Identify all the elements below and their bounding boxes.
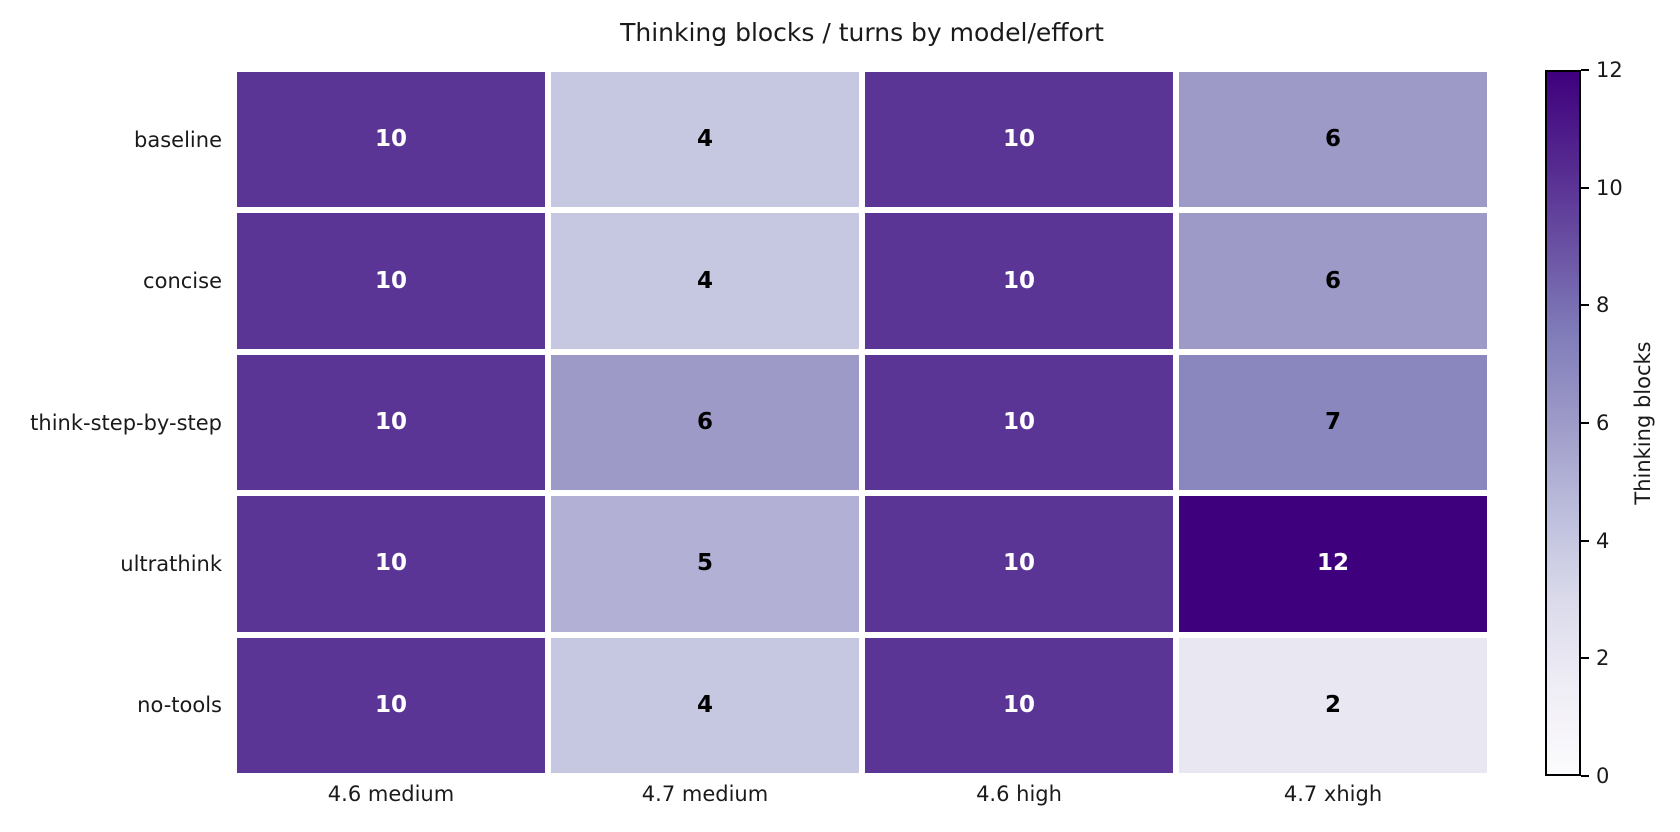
colorbar-tick-8 bbox=[1581, 304, 1589, 307]
x-tick-label-4.7 xhigh: 4.7 xhigh bbox=[1283, 782, 1383, 806]
cell-value: 4 bbox=[696, 267, 713, 294]
heatmap-cell-ultrathink-4.6 medium: 10 bbox=[237, 496, 545, 632]
heatmap-cell-concise-4.7 xhigh: 6 bbox=[1179, 213, 1487, 349]
cell-value: 6 bbox=[1324, 126, 1341, 153]
cell-value: 2 bbox=[1324, 691, 1341, 718]
colorbar-tick-0 bbox=[1581, 775, 1589, 777]
colorbar-tick-label-8: 8 bbox=[1596, 293, 1610, 318]
colorbar-tick-label-4: 4 bbox=[1596, 528, 1610, 553]
cell-value: 10 bbox=[1002, 267, 1035, 294]
y-tick-label-no-tools: no-tools bbox=[137, 693, 222, 718]
y-tick-label-concise: concise bbox=[143, 269, 222, 294]
heatmap-cell-no-tools-4.6 high: 10 bbox=[865, 637, 1173, 773]
heatmap-cell-baseline-4.7 xhigh: 6 bbox=[1179, 72, 1487, 208]
colorbar-tick-6 bbox=[1581, 422, 1589, 424]
heatmap-cell-think-step-by-step-4.6 high: 10 bbox=[865, 354, 1173, 491]
heatmap-cell-baseline-4.6 medium: 10 bbox=[237, 72, 545, 208]
heatmap: 10 4 10 6 10 4 10 6 10 6 10 7 10 5 10 12 10 4 10 2 bbox=[234, 69, 1490, 776]
colorbar-tick-label-2: 2 bbox=[1596, 646, 1610, 671]
heatmap-cell-think-step-by-step-4.7 xhigh: 7 bbox=[1179, 354, 1487, 491]
x-tick-label-4.6 medium: 4.6 medium bbox=[327, 782, 455, 806]
heatmap-cell-concise-4.6 high: 10 bbox=[865, 213, 1173, 349]
cell-value: 4 bbox=[696, 126, 713, 153]
heatmap-cell-baseline-4.7 medium: 4 bbox=[551, 72, 859, 208]
cell-value: 10 bbox=[1002, 550, 1035, 577]
heatmap-cell-baseline-4.6 high: 10 bbox=[865, 72, 1173, 208]
colorbar-tick-10 bbox=[1581, 186, 1589, 189]
cell-value: 12 bbox=[1316, 550, 1349, 577]
cell-value: 10 bbox=[374, 267, 407, 294]
cell-value: 6 bbox=[1324, 267, 1341, 294]
colorbar-tick-label-0: 0 bbox=[1596, 764, 1610, 788]
x-tick-label-4.7 medium: 4.7 medium bbox=[641, 782, 769, 806]
colorbar-tick-label-12: 12 bbox=[1596, 58, 1623, 82]
colorbar-tick-4 bbox=[1581, 539, 1589, 542]
heatmap-cell-ultrathink-4.6 high: 10 bbox=[865, 496, 1173, 632]
cell-value: 10 bbox=[374, 126, 407, 153]
heatmap-cell-no-tools-4.6 medium: 10 bbox=[237, 637, 545, 773]
heatmap-cell-no-tools-4.7 xhigh: 2 bbox=[1179, 637, 1487, 773]
cell-value: 10 bbox=[1002, 691, 1035, 718]
cell-value: 10 bbox=[374, 691, 407, 718]
heatmap-cell-concise-4.6 medium: 10 bbox=[237, 213, 545, 349]
colorbar-tick-label-6: 6 bbox=[1596, 411, 1610, 435]
colorbar-axis-label: Thinking blocks bbox=[1631, 341, 1655, 505]
heatmap-cell-ultrathink-4.7 medium: 5 bbox=[551, 496, 859, 632]
cell-value: 10 bbox=[1002, 408, 1035, 435]
y-tick-label-think-step-by-step: think-step-by-step bbox=[30, 410, 222, 435]
heatmap-cell-think-step-by-step-4.6 medium: 10 bbox=[237, 354, 545, 491]
y-tick-label-baseline: baseline bbox=[134, 127, 222, 152]
heatmap-cell-think-step-by-step-4.7 medium: 6 bbox=[551, 354, 859, 491]
y-tick-label-ultrathink: ultrathink bbox=[120, 551, 222, 576]
cell-value: 10 bbox=[374, 550, 407, 577]
colorbar-tick-12 bbox=[1581, 69, 1589, 71]
heatmap-cell-no-tools-4.7 medium: 4 bbox=[551, 637, 859, 773]
colorbar bbox=[1545, 70, 1581, 776]
x-tick-label-4.6 high: 4.6 high bbox=[976, 782, 1062, 806]
cell-value: 10 bbox=[374, 408, 407, 435]
colorbar-tick-2 bbox=[1581, 657, 1589, 660]
cell-value: 10 bbox=[1002, 126, 1035, 153]
chart-title: Thinking blocks / turns by model/effort bbox=[620, 18, 1104, 47]
colorbar-tick-label-10: 10 bbox=[1596, 175, 1623, 200]
cell-value: 7 bbox=[1324, 408, 1341, 435]
cell-value: 5 bbox=[696, 550, 713, 577]
cell-value: 4 bbox=[696, 691, 713, 718]
cell-value: 6 bbox=[696, 408, 713, 435]
heatmap-cell-ultrathink-4.7 xhigh: 12 bbox=[1179, 496, 1487, 632]
heatmap-cell-concise-4.7 medium: 4 bbox=[551, 213, 859, 349]
